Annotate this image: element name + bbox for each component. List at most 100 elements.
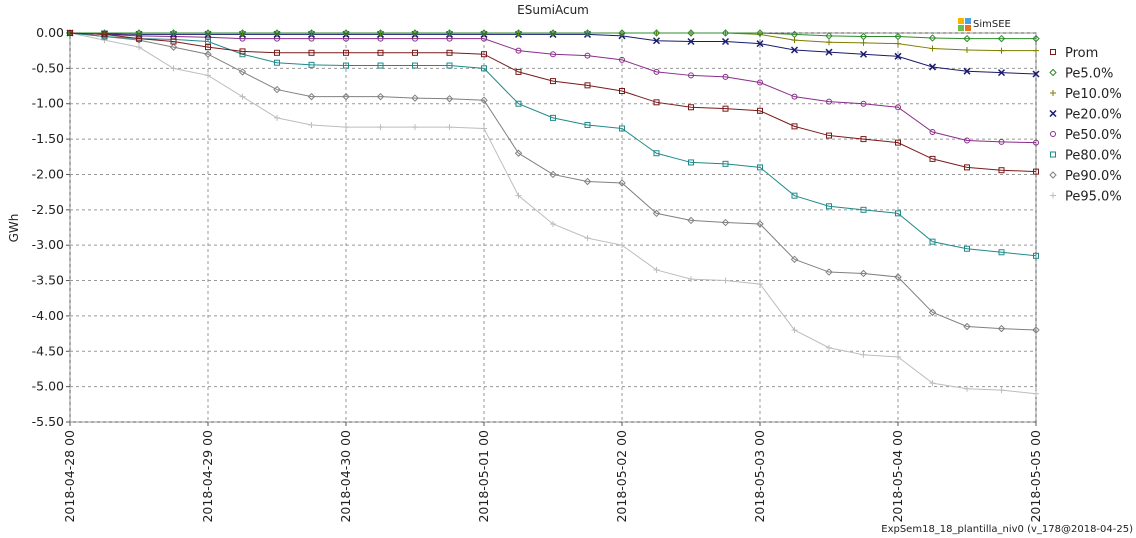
marker — [860, 351, 867, 358]
marker — [584, 82, 591, 89]
marker — [687, 216, 695, 225]
marker — [1050, 90, 1056, 96]
marker — [481, 125, 487, 132]
marker — [687, 29, 695, 37]
marker — [860, 39, 867, 46]
marker — [619, 87, 625, 94]
legend-label: Pe10.0% — [1065, 87, 1122, 102]
marker — [481, 51, 487, 58]
marker — [757, 79, 763, 86]
marker — [342, 29, 350, 37]
y-tick-label: -2.00 — [32, 166, 64, 181]
x-tick-label: 2018-05-03 00 — [752, 430, 767, 523]
marker — [619, 125, 625, 132]
marker — [412, 124, 418, 131]
marker — [273, 85, 281, 94]
marker — [343, 124, 349, 131]
marker — [790, 46, 799, 54]
series-line — [69, 32, 1037, 331]
marker — [445, 29, 454, 37]
marker — [584, 235, 591, 242]
marker — [653, 266, 660, 273]
marker — [997, 324, 1006, 333]
plot-area — [69, 32, 1037, 423]
legend-label: Pe5.0% — [1065, 67, 1113, 82]
y-tick-label: -2.50 — [32, 202, 64, 217]
marker — [791, 123, 798, 130]
marker — [307, 92, 316, 101]
marker — [791, 327, 798, 334]
marker — [376, 92, 385, 101]
marker — [722, 160, 729, 167]
marker — [964, 137, 970, 144]
marker — [998, 249, 1005, 256]
marker — [894, 32, 902, 41]
marker — [481, 65, 487, 72]
marker — [274, 49, 280, 56]
marker — [998, 167, 1005, 174]
marker — [928, 308, 937, 317]
series-line — [70, 32, 1036, 40]
marker — [583, 29, 592, 37]
marker — [964, 385, 970, 392]
marker — [550, 220, 556, 227]
marker — [1033, 47, 1039, 54]
marker — [964, 164, 970, 171]
x-tick-label: 2018-05-04 00 — [890, 430, 905, 523]
marker — [239, 93, 246, 100]
marker — [274, 59, 280, 66]
marker — [480, 96, 488, 104]
marker — [446, 124, 453, 131]
marker — [997, 34, 1006, 43]
marker — [67, 30, 73, 36]
y-tick-label: -3.50 — [32, 273, 64, 288]
series-line — [69, 32, 1037, 395]
marker — [929, 380, 936, 387]
marker — [722, 277, 729, 284]
marker — [826, 98, 832, 105]
marker — [169, 43, 178, 51]
marker — [343, 62, 349, 69]
marker — [1049, 68, 1057, 77]
marker — [411, 94, 419, 102]
marker — [757, 164, 763, 171]
marker — [170, 38, 177, 45]
marker — [653, 150, 660, 157]
x-tick-label: 2018-04-28 00 — [62, 430, 77, 523]
marker — [826, 39, 832, 46]
series-line — [69, 32, 1037, 144]
marker — [964, 245, 970, 252]
marker — [1050, 49, 1056, 55]
marker — [860, 206, 867, 213]
marker — [997, 69, 1006, 77]
series — [67, 30, 1039, 175]
marker — [204, 50, 212, 58]
series — [67, 30, 1039, 54]
legend-label: Pe90.0% — [1065, 169, 1122, 184]
marker — [377, 62, 384, 69]
series — [66, 29, 1040, 43]
legend-label: Prom — [1065, 46, 1098, 61]
marker — [721, 37, 730, 46]
marker — [928, 63, 937, 71]
marker — [618, 179, 626, 187]
marker — [998, 138, 1005, 145]
x-tick-label: 2018-04-30 00 — [338, 430, 353, 523]
marker — [273, 29, 281, 37]
marker — [550, 51, 556, 58]
marker — [1033, 139, 1039, 146]
marker — [515, 68, 522, 75]
marker — [480, 29, 488, 37]
marker — [721, 218, 730, 227]
marker — [550, 114, 556, 121]
marker — [1033, 168, 1039, 175]
marker — [929, 238, 936, 245]
y-axis-label: GWh — [7, 214, 21, 243]
y-tick-label: -5.50 — [32, 414, 64, 429]
marker — [1033, 252, 1039, 259]
marker — [1032, 34, 1040, 43]
marker — [445, 95, 454, 103]
marker — [583, 177, 592, 186]
marker — [515, 47, 522, 54]
